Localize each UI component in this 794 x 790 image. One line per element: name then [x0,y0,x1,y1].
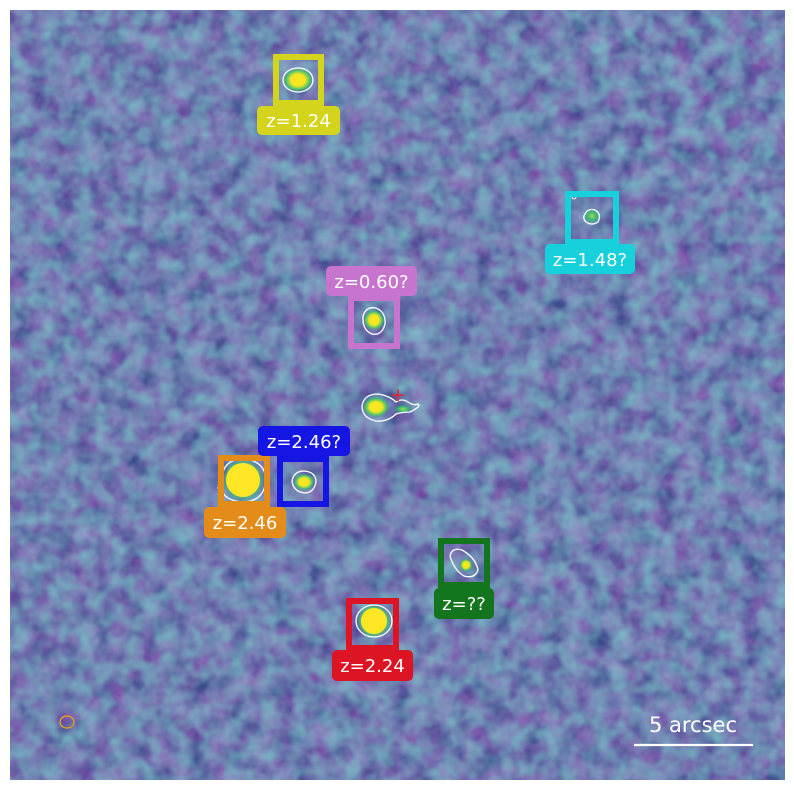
central-source-contour [361,393,420,422]
source-orange-box [218,455,270,507]
source-yellow-label: z=1.24 [266,111,331,132]
source-red-core [361,608,387,634]
source-blue-box [277,456,329,507]
source-green-contour [449,548,479,578]
sky-image: z=1.24 z=1.48? z=0.60? + z=2.46 z=2.4 [10,10,785,780]
source-orange-label-bg [204,507,286,538]
central-source: + [361,384,420,422]
source-violet-label-bg [326,266,417,296]
source-blue-label: z=2.46? [267,432,341,453]
source-cyan-contour [583,208,601,225]
source-cyan: z=1.48? [545,191,635,274]
source-blue-glow [293,473,315,491]
source-red: z=2.24 [332,598,413,681]
source-orange-core [226,463,260,497]
source-red-label-bg [332,650,413,681]
source-yellow-label-bg [257,106,340,135]
source-green: z=?? [434,538,494,619]
source-yellow: z=1.24 [257,54,340,135]
source-blue-contour [291,470,317,494]
source-violet-box [348,295,400,349]
source-blue-label-bg [258,426,350,456]
source-violet: z=0.60? [326,266,417,349]
scale-bar-label: 5 arcsec [649,713,737,737]
source-violet-contour [362,307,386,335]
source-cyan-label-bg [545,244,635,274]
source-red-label: z=2.24 [340,656,405,677]
source-violet-label: z=0.60? [334,272,408,293]
beam-ellipse [59,715,75,729]
source-red-box [346,598,399,651]
source-red-contour [355,604,393,638]
source-blue: z=2.46? [258,426,350,507]
source-violet-glow [363,309,385,331]
source-orange: z=2.46 [204,455,286,538]
source-yellow-contour [282,67,314,93]
source-green-glow [459,558,473,572]
source-cyan-box [565,191,619,245]
source-green-label-bg [434,588,494,619]
source-green-label: z=?? [442,594,486,615]
source-cyan-label: z=1.48? [553,250,627,271]
central-source-glow [362,396,390,418]
source-orange-label: z=2.46 [213,513,278,534]
sky-image-panel: z=1.24 z=1.48? z=0.60? + z=2.46 z=2.4 [10,10,785,780]
source-cyan-glow [583,208,601,224]
source-yellow-box [273,54,324,106]
source-yellow-glow [282,67,314,93]
center-marker: + [390,384,406,406]
source-green-box [438,538,490,588]
scale-bar: 5 arcsec [634,713,753,747]
